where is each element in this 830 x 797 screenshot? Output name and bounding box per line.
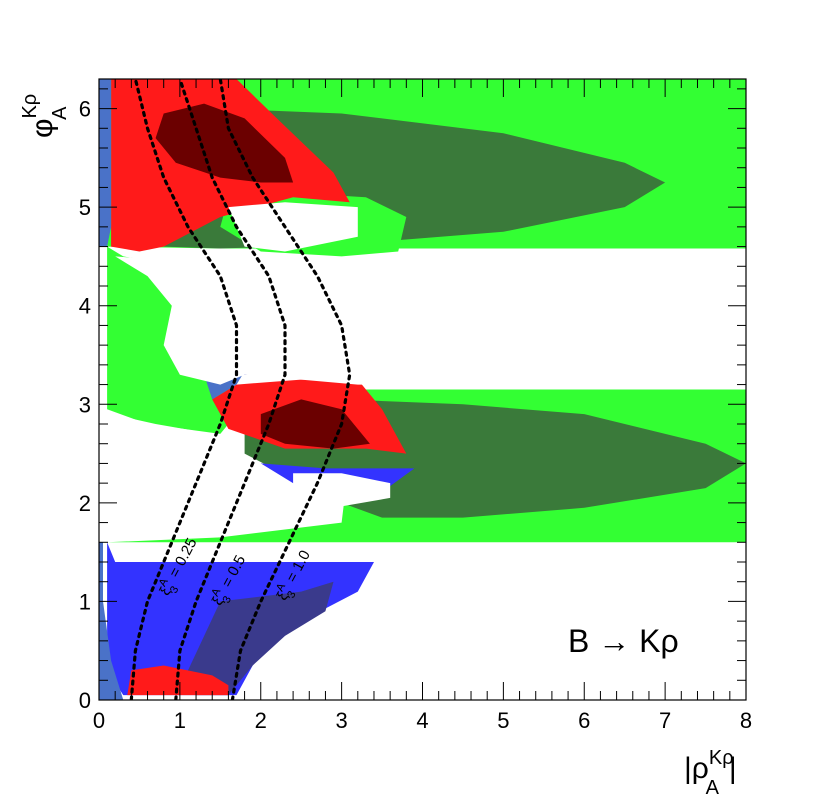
plot-area [99, 79, 746, 700]
region-white-0 [228, 202, 358, 252]
y-tick-label: 0 [79, 688, 91, 713]
contour-regions [99, 79, 746, 700]
x-tick-label: 7 [659, 708, 671, 733]
xi-curve-2 [218, 79, 352, 700]
axis-ticks [98, 79, 747, 701]
x-tick-label: 6 [578, 708, 590, 733]
y-axis-title: φKρ A [19, 94, 71, 138]
region-white-2 [111, 414, 245, 538]
region-dark-red-12 [260, 399, 370, 449]
x-tick-label: 5 [497, 708, 509, 733]
x-tick-label: 4 [416, 708, 428, 733]
y-tick-label: 1 [79, 589, 91, 614]
y-tick-label: 4 [79, 294, 91, 319]
region-steel-blue-16 [99, 79, 112, 247]
y-tick-label: 5 [79, 195, 91, 220]
y-tick-label: 2 [79, 491, 91, 516]
decay-annotation: B → Kρ [568, 623, 679, 659]
region-dark-red-7 [155, 103, 294, 183]
xi-curve-0 [129, 79, 239, 700]
region-white-1 [115, 256, 746, 385]
x-tick-label: 0 [93, 708, 105, 733]
xi-dashed-curves [129, 79, 352, 700]
y-tick-label: 6 [79, 97, 91, 122]
axis-tick-labels: 0 1 2 3 4 5 6 7 8 0 1 2 3 4 5 6 [79, 97, 752, 733]
y-tick-label: 3 [79, 392, 91, 417]
region-dark-blue-14 [188, 581, 334, 696]
x-tick-label: 3 [335, 708, 347, 733]
x-tick-label: 1 [174, 708, 186, 733]
x-tick-label: 2 [255, 708, 267, 733]
xi-curve-1 [174, 79, 287, 700]
x-tick-label: 8 [740, 708, 752, 733]
x-axis-title: |ρKρ A| [684, 747, 737, 797]
